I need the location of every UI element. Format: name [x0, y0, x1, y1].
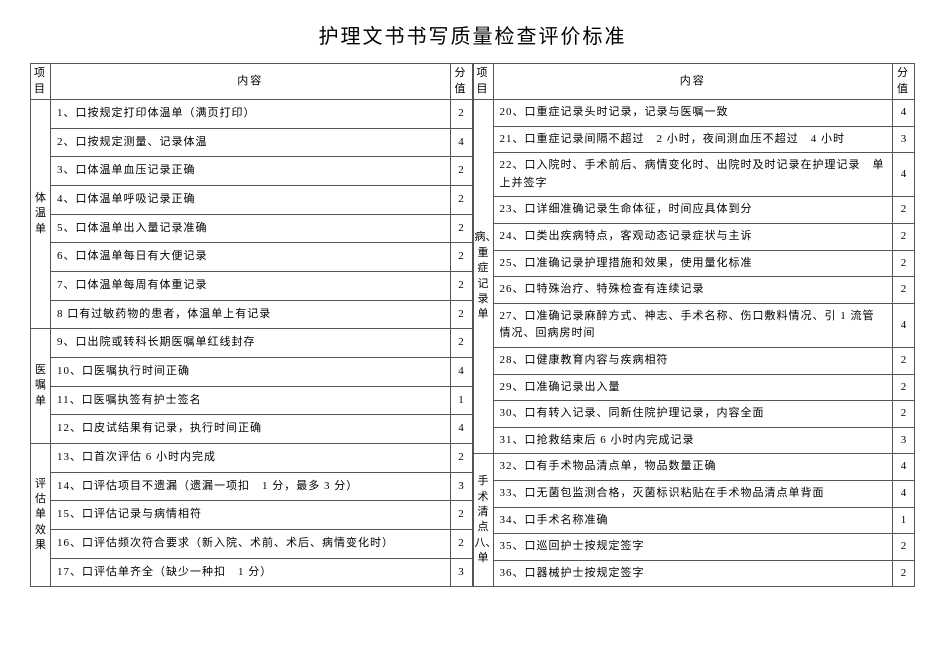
- row-content: 27、口准确记录麻醉方式、神志、手术名称、伤口敷料情况、引 1 流管 情况、回病…: [493, 303, 893, 347]
- row-content: 2、口按规定测量、记录体温: [51, 128, 451, 157]
- row-content: 1、口按规定打印体温单（满页打印）: [51, 100, 451, 129]
- row-score: 2: [450, 443, 472, 472]
- row-content: 26、口特殊治疗、特殊检查有连续记录: [493, 277, 893, 304]
- hdr-score-right: 分值: [893, 64, 915, 100]
- row-content: 29、口准确记录出入量: [493, 374, 893, 401]
- row-content: 28、口健康教育内容与疾病相符: [493, 347, 893, 374]
- row-score: 2: [893, 277, 915, 304]
- row-score: 2: [450, 243, 472, 272]
- row-content: 14、口评估项目不遗漏（遗漏一项扣 1 分，最多 3 分）: [51, 472, 451, 501]
- row-score: 4: [450, 128, 472, 157]
- row-content: 30、口有转入记录、同新住院护理记录，内容全面: [493, 401, 893, 428]
- row-score: 2: [450, 300, 472, 329]
- row-score: 2: [450, 185, 472, 214]
- hdr-content-left: 内容: [51, 64, 451, 100]
- row-score: 2: [450, 100, 472, 129]
- row-content: 21、口重症记录间隔不超过 2 小时，夜间测血压不超过 4 小时: [493, 126, 893, 153]
- row-content: 4、口体温单呼吸记录正确: [51, 185, 451, 214]
- row-content: 13、口首次评估 6 小时内完成: [51, 443, 451, 472]
- row-score: 2: [450, 157, 472, 186]
- row-score: 2: [450, 329, 472, 358]
- row-content: 11、口医嘱执签有护士签名: [51, 386, 451, 415]
- row-content: 15、口评估记录与病情相符: [51, 501, 451, 530]
- hdr-category-left: 项目: [31, 64, 51, 100]
- hdr-content-right: 内容: [493, 64, 893, 100]
- row-score: 2: [450, 501, 472, 530]
- row-score: 2: [450, 214, 472, 243]
- row-score: 2: [893, 250, 915, 277]
- evaluation-grid: 项目 内容 分值 体温单 1、口按规定打印体温单（满页打印） 2 2、口按规定测…: [30, 63, 915, 587]
- group-label: 病、重症记录单: [473, 100, 493, 454]
- row-content: 8 口有过敏药物的患者，体温单上有记录: [51, 300, 451, 329]
- hdr-category-right: 项目: [473, 64, 493, 100]
- group-label: 体温单: [31, 100, 51, 329]
- row-score: 3: [893, 427, 915, 454]
- row-content: 17、口评估单齐全（缺少一种扣 1 分）: [51, 558, 451, 587]
- row-content: 6、口体温单每日有大便记录: [51, 243, 451, 272]
- row-content: 12、口皮试结果有记录，执行时间正确: [51, 415, 451, 444]
- row-score: 2: [893, 534, 915, 561]
- row-score: 2: [450, 271, 472, 300]
- row-content: 20、口重症记录头时记录，记录与医嘱一致: [493, 100, 893, 127]
- row-score: 2: [893, 560, 915, 587]
- row-score: 4: [893, 480, 915, 507]
- row-score: 2: [893, 401, 915, 428]
- row-content: 7、口体温单每周有体重记录: [51, 271, 451, 300]
- row-content: 9、口出院或转科长期医嘱单红线封存: [51, 329, 451, 358]
- row-score: 1: [893, 507, 915, 534]
- group-label: 评估单效果: [31, 443, 51, 586]
- row-content: 22、口入院时、手术前后、病情变化时、出院时及时记录在护理记录 单上并签字: [493, 153, 893, 197]
- row-content: 32、口有手术物品清点单，物品数量正确: [493, 454, 893, 481]
- row-score: 4: [450, 415, 472, 444]
- row-content: 23、口详细准确记录生命体征，时间应具体到分: [493, 197, 893, 224]
- row-content: 35、口巡回护士按规定签字: [493, 534, 893, 561]
- row-score: 3: [450, 558, 472, 587]
- row-content: 36、口器械护士按规定签字: [493, 560, 893, 587]
- row-content: 34、口手术名称准确: [493, 507, 893, 534]
- row-score: 2: [450, 529, 472, 558]
- row-content: 31、口抢救结束后 6 小时内完成记录: [493, 427, 893, 454]
- row-score: 4: [893, 153, 915, 197]
- row-content: 3、口体温单血压记录正确: [51, 157, 451, 186]
- left-table: 项目 内容 分值 体温单 1、口按规定打印体温单（满页打印） 2 2、口按规定测…: [30, 63, 473, 587]
- group-label: 医嘱单: [31, 329, 51, 444]
- row-score: 4: [450, 357, 472, 386]
- row-content: 10、口医嘱执行时间正确: [51, 357, 451, 386]
- row-content: 25、口准确记录护理措施和效果，使用量化标准: [493, 250, 893, 277]
- row-score: 4: [893, 454, 915, 481]
- row-score: 1: [450, 386, 472, 415]
- row-score: 4: [893, 303, 915, 347]
- right-table: 项目 内容 分值 病、重症记录单 20、口重症记录头时记录，记录与医嘱一致 4 …: [473, 63, 916, 587]
- row-content: 5、口体温单出入量记录准确: [51, 214, 451, 243]
- row-content: 33、口无菌包监测合格，灭菌标识粘贴在手术物品清点单背面: [493, 480, 893, 507]
- row-score: 3: [893, 126, 915, 153]
- group-label: 手术清点八、单: [473, 454, 493, 587]
- row-score: 2: [893, 374, 915, 401]
- page-title: 护理文书书写质量检查评价标准: [30, 20, 915, 49]
- row-score: 2: [893, 223, 915, 250]
- hdr-score-left: 分值: [450, 64, 472, 100]
- row-score: 2: [893, 347, 915, 374]
- row-score: 2: [893, 197, 915, 224]
- row-score: 3: [450, 472, 472, 501]
- row-content: 24、口类出疾病特点，客观动态记录症状与主诉: [493, 223, 893, 250]
- row-score: 4: [893, 100, 915, 127]
- row-content: 16、口评估频次符合要求（新入院、术前、术后、病情变化时）: [51, 529, 451, 558]
